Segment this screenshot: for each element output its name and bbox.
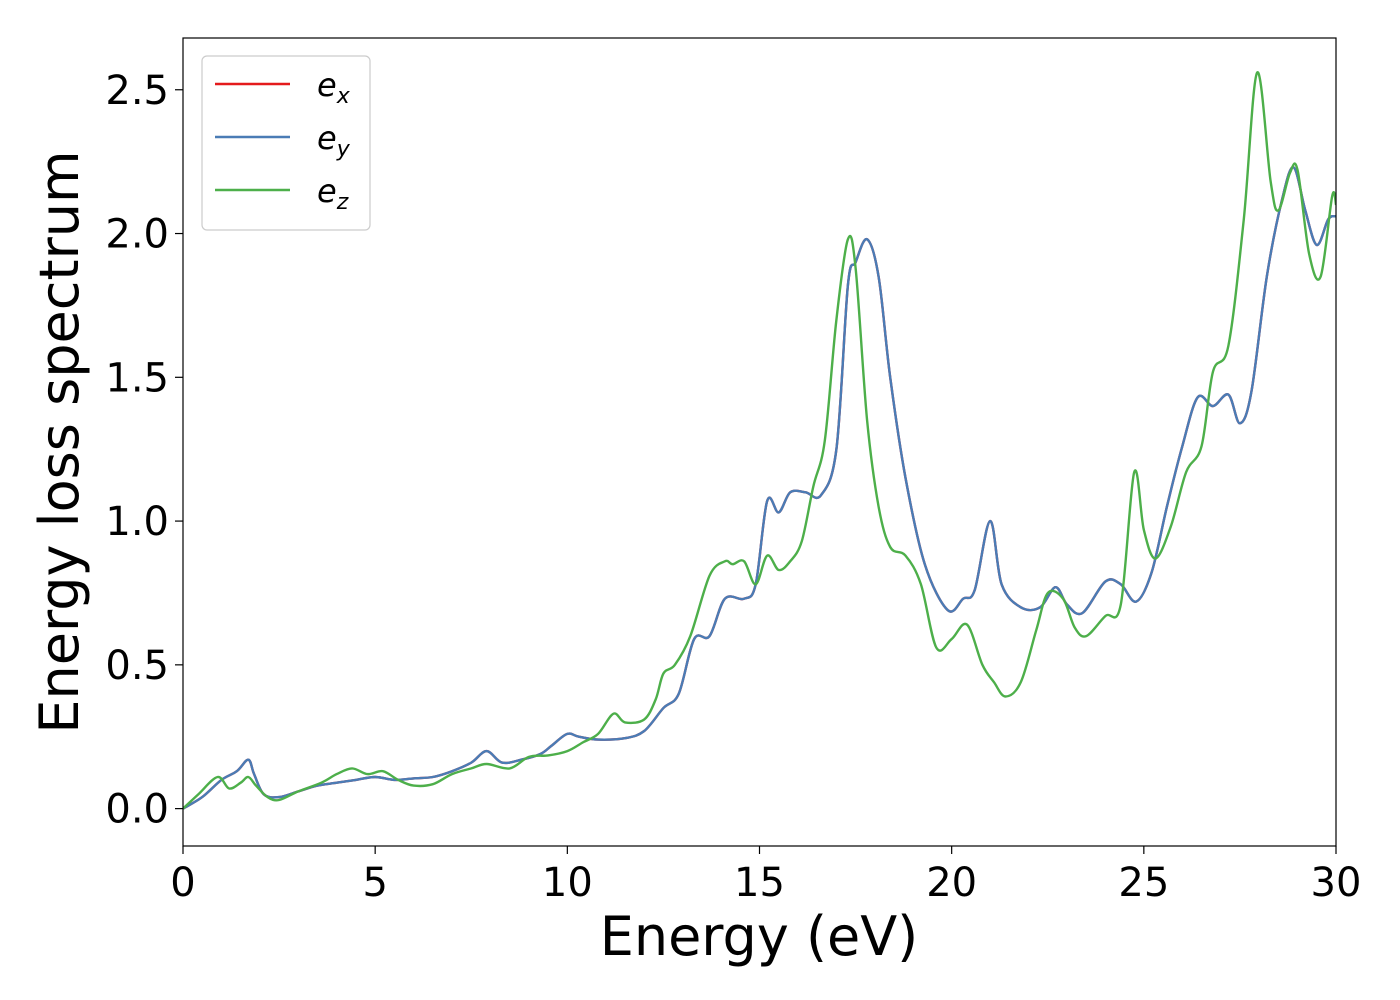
series-layer xyxy=(183,71,1336,810)
legend-box xyxy=(201,55,371,231)
series-line-e-x xyxy=(183,166,1336,810)
series-line-e-z xyxy=(183,71,1336,810)
y-tick-label: 0.5 xyxy=(105,643,169,689)
x-tick-label: 15 xyxy=(734,860,785,906)
x-tick-label: 5 xyxy=(362,860,387,906)
x-tick-label: 0 xyxy=(170,860,195,906)
x-tick-label: 25 xyxy=(1118,860,1169,906)
x-tick-label: 20 xyxy=(926,860,977,906)
x-tick-label: 10 xyxy=(542,860,593,906)
y-tick-label: 1.0 xyxy=(105,499,169,545)
x-axis-ticks: 0 5 10 15 20 25 30 xyxy=(170,846,1361,906)
y-tick-label: 0.0 xyxy=(105,787,169,833)
legend-label-z: ez xyxy=(317,172,349,215)
legend-label-x: ex xyxy=(317,66,351,109)
series-line-e-y xyxy=(183,166,1336,810)
y-tick-label: 2.0 xyxy=(105,212,169,258)
legend: ex ey ez xyxy=(201,55,371,231)
y-axis-label: Energy loss spectrum xyxy=(28,150,91,733)
legend-label-y: ey xyxy=(317,119,351,162)
y-tick-label: 2.5 xyxy=(105,68,169,114)
x-tick-label: 30 xyxy=(1311,860,1362,906)
y-axis-ticks: 0.0 0.5 1.0 1.5 2.0 2.5 xyxy=(105,68,183,833)
y-tick-label: 1.5 xyxy=(105,355,169,401)
x-axis-label: Energy (eV) xyxy=(600,905,919,968)
